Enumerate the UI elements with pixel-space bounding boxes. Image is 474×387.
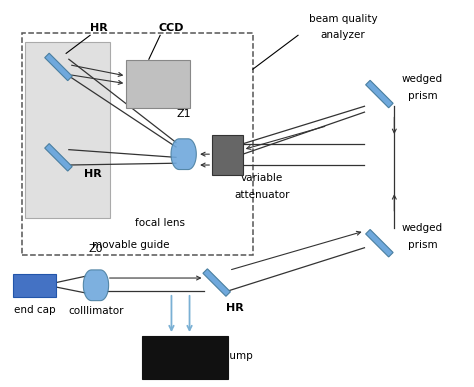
Bar (13, 274, 56, 298)
Text: beam quality: beam quality (309, 14, 377, 24)
Polygon shape (203, 269, 230, 296)
Text: prism: prism (408, 240, 437, 250)
Text: beam dump: beam dump (190, 351, 253, 361)
Polygon shape (45, 144, 72, 171)
Text: focal lens: focal lens (135, 219, 185, 228)
Bar (142, 336, 228, 379)
Text: attenuator: attenuator (234, 190, 290, 200)
Bar (22, 33, 253, 255)
Polygon shape (365, 80, 393, 108)
Bar (212, 135, 243, 175)
Text: Z1: Z1 (176, 109, 191, 119)
Text: colllimator: colllimator (68, 306, 124, 316)
Text: wedged: wedged (402, 223, 443, 233)
Polygon shape (365, 229, 393, 257)
Polygon shape (45, 53, 72, 80)
Text: wedged: wedged (402, 74, 443, 84)
Polygon shape (171, 139, 196, 170)
Text: end cap: end cap (14, 305, 55, 315)
Text: analyzer: analyzer (321, 31, 365, 41)
Bar (25, 42, 110, 218)
Polygon shape (83, 270, 109, 301)
Text: HR: HR (90, 23, 108, 33)
Text: prism: prism (408, 91, 437, 101)
Bar (126, 60, 190, 108)
Text: HR: HR (84, 169, 102, 179)
Text: Z0: Z0 (89, 244, 103, 254)
Text: variable: variable (241, 173, 283, 183)
Text: HR: HR (226, 303, 244, 313)
Text: movable guide: movable guide (92, 240, 170, 250)
Text: CCD: CCD (159, 23, 184, 33)
